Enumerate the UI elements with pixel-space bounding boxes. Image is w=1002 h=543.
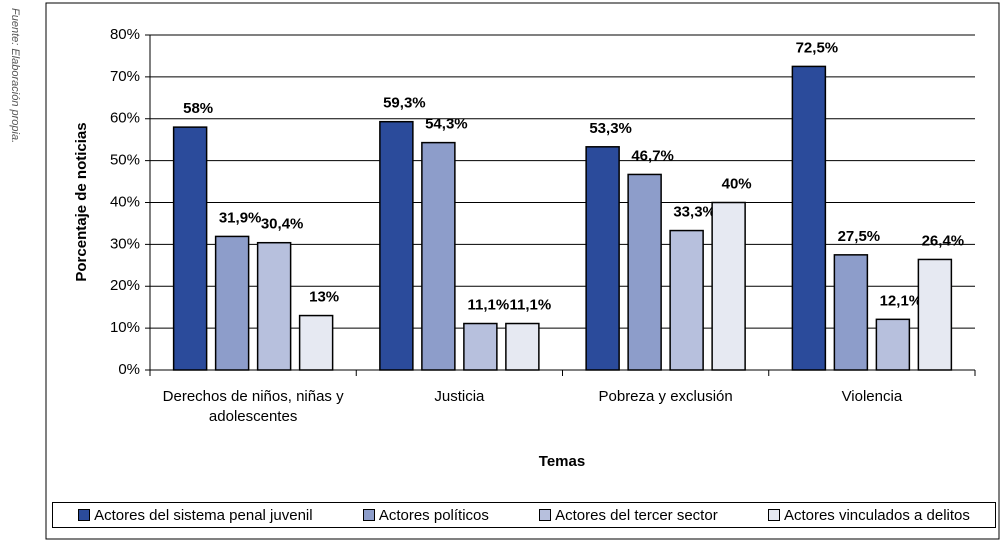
- legend-item: Actores políticos: [362, 506, 489, 524]
- data-label: 13%: [309, 289, 339, 306]
- legend-item: Actores del sistema penal juvenil: [78, 506, 313, 524]
- bar: [256, 241, 292, 371]
- data-label: 11,1%: [468, 296, 510, 313]
- bar: [585, 146, 620, 371]
- bar: [791, 65, 827, 371]
- x-axis-title: Temas: [539, 453, 585, 470]
- data-label: 11,1%: [510, 296, 552, 313]
- data-label: 31,9%: [219, 209, 262, 226]
- legend-swatch: [539, 509, 552, 521]
- y-tick-label: 30%: [110, 235, 140, 252]
- legend-item: Actores vinculados a delitos: [767, 506, 970, 524]
- y-tick-label: 40%: [110, 193, 140, 210]
- x-tick-label: Violencia: [841, 388, 903, 405]
- x-tick-label: Pobreza y exclusión: [598, 388, 733, 405]
- data-label: 30,4%: [261, 216, 304, 233]
- data-label: 27,5%: [838, 228, 881, 245]
- source-note: Fuente: Elaboración propia.: [9, 8, 21, 143]
- data-label: 59,3%: [383, 95, 426, 112]
- x-tick-label: Justicia: [434, 388, 485, 405]
- y-tick-label: 80%: [110, 26, 140, 43]
- bar: [463, 322, 498, 371]
- y-axis-title: Porcentaje de noticias: [73, 122, 90, 281]
- y-tick-label: 60%: [110, 110, 140, 127]
- bar: [421, 141, 456, 371]
- legend-swatch: [767, 509, 780, 521]
- bar: [917, 258, 953, 371]
- y-tick-label: 10%: [110, 319, 140, 336]
- bar: [505, 322, 540, 371]
- legend-swatch: [362, 509, 375, 521]
- bar: [875, 318, 911, 371]
- legend-item: Actores del tercer sector: [539, 507, 718, 524]
- data-label: 26,4%: [922, 232, 965, 249]
- legend-label: Actores vinculados a delitos: [783, 506, 970, 524]
- data-label: 58%: [183, 100, 213, 117]
- bar: [833, 254, 869, 371]
- data-label: 53,3%: [589, 120, 632, 137]
- x-tick-label: Derechos de niños, niñas y adolescentes: [162, 388, 344, 425]
- y-tick-label: 70%: [110, 68, 140, 85]
- legend-label: Actores políticos: [378, 506, 489, 524]
- y-tick-label: 0%: [118, 361, 140, 378]
- bar: [379, 120, 414, 371]
- data-label: 33,3%: [673, 204, 716, 221]
- legend-label: Actores del tercer sector: [555, 506, 718, 524]
- bar: [711, 201, 746, 371]
- data-label: 40%: [722, 175, 752, 192]
- bar: [669, 229, 704, 371]
- y-tick-label: 50%: [110, 152, 140, 169]
- bar: [214, 235, 250, 371]
- data-label: 54,3%: [425, 116, 468, 133]
- legend: Actores del sistema penal juvenil Actores…: [52, 502, 996, 528]
- bar: [627, 173, 662, 371]
- data-label: 12,1%: [880, 292, 923, 309]
- bar: [172, 126, 208, 371]
- bar: [298, 314, 334, 371]
- frame: [45, 2, 1000, 540]
- data-label: 46,7%: [631, 147, 674, 164]
- y-tick-label: 20%: [110, 277, 140, 294]
- legend-label: Actores del sistema penal juvenil: [94, 506, 313, 524]
- legend-swatch: [78, 509, 91, 521]
- data-label: 72,5%: [796, 39, 839, 56]
